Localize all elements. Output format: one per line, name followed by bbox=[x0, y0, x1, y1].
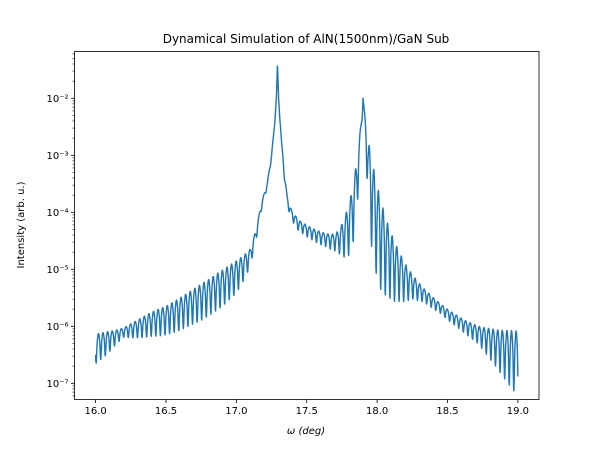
x-tick-label: 18.0 bbox=[366, 406, 388, 417]
x-tick-label: 17.5 bbox=[296, 406, 318, 417]
x-axis-label: ω (deg) bbox=[287, 426, 325, 437]
y-tick-label: 10⁻⁷ bbox=[46, 379, 68, 390]
intensity-curve bbox=[94, 65, 519, 392]
chart-title: Dynamical Simulation of AlN(1500nm)/GaN … bbox=[163, 32, 450, 46]
x-tick-label: 17.0 bbox=[225, 406, 247, 417]
x-tick-label: 18.5 bbox=[436, 406, 458, 417]
curve-layer bbox=[94, 65, 519, 392]
x-tick-label: 16.0 bbox=[84, 406, 106, 417]
y-tick-label: 10⁻⁶ bbox=[46, 322, 68, 333]
plot-frame bbox=[74, 51, 540, 400]
x-tick-label: 16.5 bbox=[155, 406, 177, 417]
y-axis-label: Intensity (arb. u.) bbox=[16, 181, 27, 268]
y-tick-label: 10⁻³ bbox=[46, 151, 68, 162]
y-tick-label: 10⁻⁴ bbox=[46, 208, 68, 219]
y-tick-label: 10⁻⁵ bbox=[46, 265, 68, 276]
axes-layer: 16.0 16.5 17.0 17.5 18.0 18.5 19.0 10⁻² 10⁻³ 10⁻⁴… bbox=[46, 51, 540, 417]
x-tick-label: 19.0 bbox=[507, 406, 529, 417]
y-tick-label: 10⁻² bbox=[46, 94, 68, 105]
